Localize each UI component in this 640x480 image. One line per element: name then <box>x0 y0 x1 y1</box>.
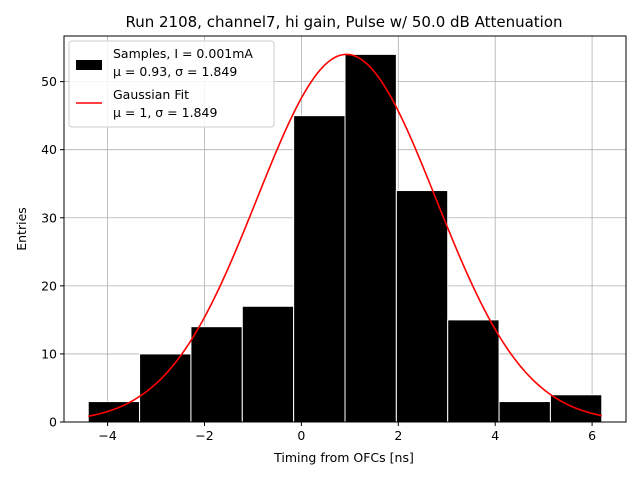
histogram-bar <box>395 190 449 423</box>
histogram-bar <box>241 305 295 423</box>
histogram-bar <box>87 401 141 423</box>
histogram-bar <box>190 326 243 423</box>
legend-samples-stats: μ = 0.93, σ = 1.849 <box>113 64 237 79</box>
y-tick-label: 20 <box>41 278 57 293</box>
legend-box <box>68 40 275 128</box>
histogram-bar <box>447 319 500 423</box>
legend-fit-label: Gaussian Fit <box>113 87 189 102</box>
y-axis-ticks: 0 10 20 30 40 50 <box>41 74 64 430</box>
fit-curve <box>88 53 602 418</box>
y-tick-label: 40 <box>41 142 57 157</box>
x-axis-ticks: −4 −2 0 2 4 6 <box>98 422 596 443</box>
legend: Samples, I = 0.001mA μ = 0.93, σ = 1.849… <box>68 40 275 128</box>
legend-fit-stats: μ = 1, σ = 1.849 <box>113 105 217 120</box>
histogram-bars <box>87 53 603 423</box>
x-tick-label: −2 <box>195 428 213 443</box>
x-tick-label: 2 <box>394 428 402 443</box>
x-tick-label: 4 <box>491 428 499 443</box>
legend-samples-swatch <box>76 60 102 70</box>
chart-title: Run 2108, channel7, hi gain, Pulse w/ 50… <box>125 13 562 31</box>
plot-frame <box>63 35 627 423</box>
histogram-bar <box>139 353 192 423</box>
y-tick-label: 10 <box>41 346 57 361</box>
legend-samples-label: Samples, I = 0.001mA <box>113 46 253 61</box>
x-tick-label: −4 <box>98 428 116 443</box>
histogram-bar <box>344 53 397 423</box>
x-tick-label: 0 <box>297 428 305 443</box>
gaussian-fit <box>88 53 602 418</box>
histogram-bar <box>498 401 551 423</box>
y-tick-label: 30 <box>41 210 57 225</box>
y-axis-label: Entries <box>14 207 29 251</box>
histogram-bar <box>293 115 346 423</box>
y-tick-label: 0 <box>49 415 57 430</box>
x-axis-label: Timing from OFCs [ns] <box>273 450 414 465</box>
x-tick-label: 6 <box>588 428 596 443</box>
y-tick-label: 50 <box>41 74 57 89</box>
